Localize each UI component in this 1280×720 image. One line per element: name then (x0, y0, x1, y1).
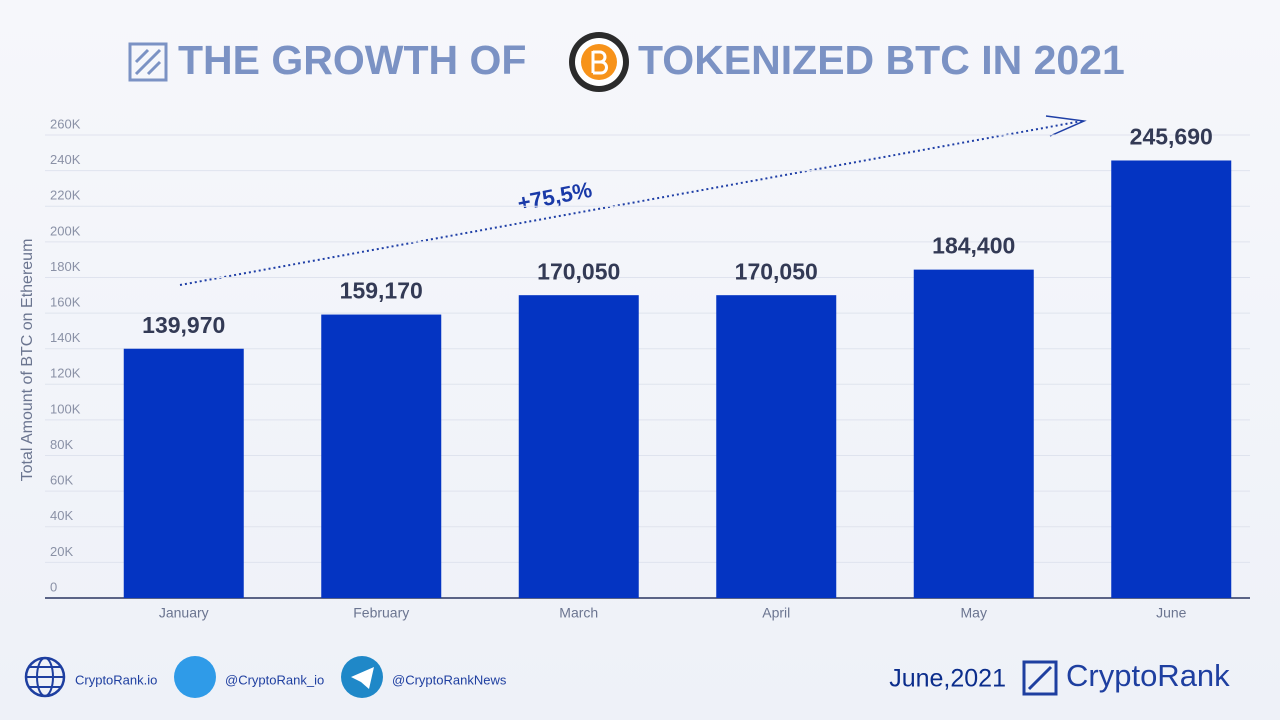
value-label: 170,050 (537, 258, 620, 284)
chart-title: TOKENIZED BTC IN 2021 (638, 37, 1125, 83)
y-tick-label: 80K (50, 437, 73, 452)
y-tick-label: 120K (50, 366, 81, 381)
y-tick-label: 220K (50, 188, 81, 203)
y-tick-label: 260K (50, 116, 81, 131)
bar (913, 269, 1034, 598)
web-icon (26, 666, 64, 688)
value-label: 159,170 (340, 278, 423, 304)
y-tick-label: 140K (50, 330, 81, 345)
value-label: 184,400 (932, 233, 1015, 259)
bar (716, 295, 837, 598)
x-tick-label: June (1156, 605, 1187, 621)
y-tick-label: 20K (50, 544, 73, 559)
brand-logo (1022, 660, 1058, 696)
footer-link[interactable]: CryptoRank.io (75, 672, 157, 687)
y-tick-label: 240K (50, 152, 81, 167)
y-tick-label: 200K (50, 223, 81, 238)
brand-logo (1027, 665, 1053, 691)
x-tick-label: March (559, 605, 598, 621)
bar (123, 348, 244, 598)
bar (321, 314, 442, 598)
y-tick-label: 0 (50, 579, 57, 594)
y-tick-label: 160K (50, 295, 81, 310)
bitcoin-icon (569, 32, 629, 92)
footer-link[interactable]: @CryptoRankNews (392, 672, 507, 687)
footer: CryptoRank.io @CryptoRank_io @CryptoRank… (24, 656, 1230, 698)
y-axis-title: Total Amount of BTC on Ethereum (19, 239, 36, 482)
footer-date: June,2021 (889, 665, 1006, 693)
annotation: +75,5% (515, 177, 594, 216)
twitter-icon (174, 656, 216, 698)
value-label: 139,970 (142, 312, 225, 338)
bar (518, 295, 639, 598)
bar (1111, 160, 1232, 599)
y-tick-label: 40K (50, 508, 73, 523)
y-tick-label: 100K (50, 401, 81, 416)
y-tick-label: 180K (50, 259, 81, 274)
value-label: 170,050 (735, 258, 818, 284)
y-tick-label: 60K (50, 473, 73, 488)
x-tick-label: January (159, 605, 209, 621)
arrow-head (1045, 115, 1087, 137)
trend-arrow (179, 120, 1083, 286)
footer-link[interactable]: @CryptoRank_io (225, 672, 324, 687)
telegram-icon (351, 667, 374, 689)
brand-name: CryptoRank (1066, 658, 1230, 693)
title-logo (128, 42, 168, 82)
x-tick-label: May (961, 605, 987, 621)
x-tick-label: April (762, 605, 790, 621)
value-label: 245,690 (1130, 124, 1213, 150)
x-tick-label: February (353, 605, 409, 621)
chart-title: THE GROWTH OF (178, 37, 526, 83)
